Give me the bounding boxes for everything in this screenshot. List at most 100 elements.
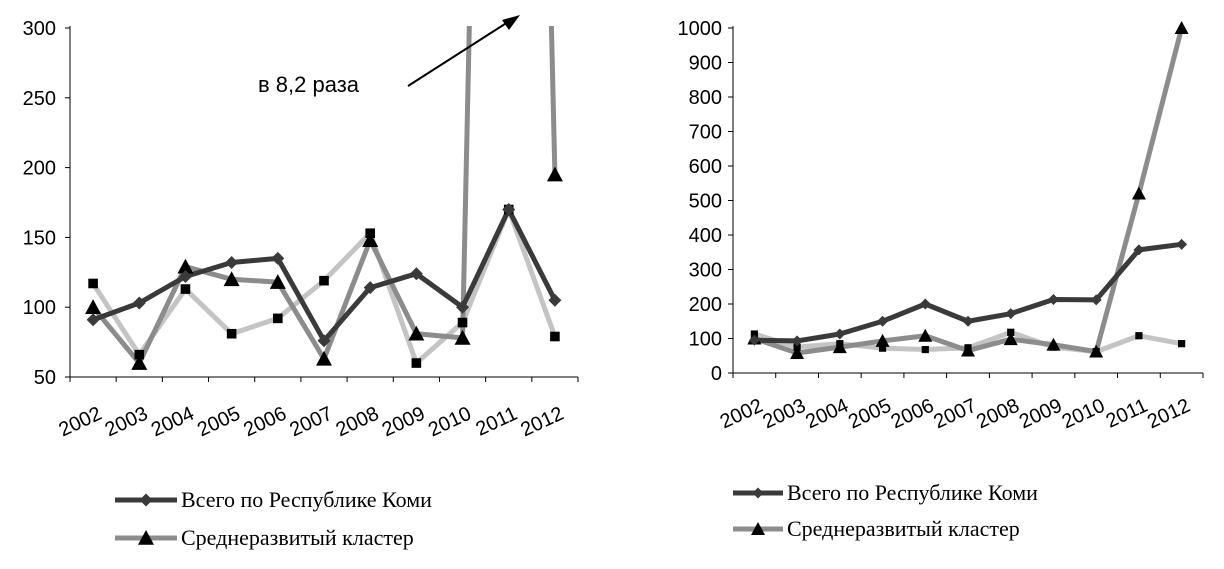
x-tick-label: 2011: [473, 403, 521, 441]
data-point: [832, 340, 847, 354]
y-tick-label: 150: [23, 227, 56, 249]
data-point: [790, 345, 805, 359]
data-point: [319, 275, 329, 286]
y-tick-label: 200: [23, 158, 56, 180]
legend-label: Среднеразвитый кластер: [181, 525, 414, 550]
plot-area: [751, 26, 1185, 356]
data-point: [134, 349, 145, 360]
data-point: [748, 334, 760, 346]
data-point: [1003, 332, 1018, 346]
y-tick-label: 50: [34, 367, 56, 389]
legend-marker: [138, 530, 154, 545]
x-tick-label: 2007: [286, 403, 336, 442]
data-point: [878, 344, 887, 352]
data-point: [131, 355, 148, 370]
data-point: [456, 300, 470, 314]
data-point: [86, 313, 100, 327]
x-tick-label: 2006: [240, 403, 290, 442]
legend-label: Среднеразвитый кластер: [787, 516, 1020, 541]
data-point: [226, 328, 237, 339]
data-point: [273, 313, 283, 324]
data-point: [961, 343, 975, 357]
data-point: [550, 331, 560, 342]
y-tick-label: 600: [689, 156, 722, 178]
data-point: [223, 271, 240, 287]
plot-area: [90, 26, 558, 366]
x-tick-label: 2010: [1059, 395, 1109, 434]
y-tick-label: 700: [689, 122, 722, 144]
data-point: [1090, 294, 1102, 306]
y-tick-label: 100: [23, 297, 56, 319]
data-point: [271, 251, 285, 265]
annotation-arrow: [407, 21, 509, 87]
x-tick-label: 2003: [102, 403, 152, 442]
data-point: [362, 232, 379, 247]
data-point: [1131, 186, 1146, 200]
x-tick-label: 2010: [425, 403, 475, 442]
data-point: [546, 166, 563, 182]
data-point: [921, 345, 929, 354]
data-point: [875, 333, 890, 347]
right-chart: 0100200300400500600700800900100020022003…: [678, 18, 1204, 541]
x-tick-label: 2009: [379, 403, 429, 442]
annotation-text: в 8,2 раза: [258, 72, 360, 97]
data-point: [88, 278, 98, 289]
series-line: [90, 26, 558, 366]
legend-marker: [752, 487, 764, 499]
data-point: [457, 317, 468, 328]
x-tick-label: 2008: [333, 403, 383, 442]
y-tick-label: 800: [689, 87, 722, 109]
data-point: [180, 284, 191, 294]
data-point: [1133, 244, 1145, 256]
data-point: [85, 299, 102, 314]
y-tick-label: 1000: [678, 18, 723, 40]
data-point: [408, 325, 425, 341]
y-tick-label: 200: [689, 294, 722, 316]
data-point: [791, 335, 803, 347]
x-tick-label: 2002: [56, 403, 106, 442]
data-point: [1135, 332, 1143, 340]
data-point: [177, 258, 194, 274]
data-point: [1174, 21, 1189, 34]
legend-label: Всего по Республике Коми: [181, 487, 432, 512]
data-point: [962, 315, 974, 327]
legend-marker: [751, 522, 765, 535]
data-point: [877, 315, 889, 327]
data-point: [269, 274, 286, 289]
data-point: [1089, 344, 1104, 358]
y-tick-label: 0: [711, 363, 722, 385]
y-tick-label: 400: [689, 225, 722, 247]
data-point: [132, 296, 146, 310]
legend-label: Всего по Республике Коми: [787, 480, 1038, 505]
legend-marker: [139, 493, 153, 507]
x-tick-label: 2012: [1144, 395, 1194, 434]
data-point: [502, 202, 516, 216]
y-tick-label: 900: [689, 53, 722, 75]
x-tick-label: 2004: [148, 403, 198, 442]
data-point: [834, 328, 846, 340]
data-point: [548, 293, 562, 307]
data-point: [454, 329, 471, 345]
data-point: [919, 298, 931, 310]
y-tick-label: 250: [23, 88, 56, 110]
data-point: [411, 358, 422, 368]
y-tick-label: 100: [689, 329, 722, 351]
data-point: [363, 281, 377, 295]
data-point: [178, 269, 192, 283]
x-tick-label: 2012: [517, 403, 567, 442]
x-tick-label: 2005: [194, 403, 244, 442]
data-point: [1047, 294, 1059, 306]
y-tick-label: 300: [23, 18, 56, 40]
series-line: [751, 26, 1185, 356]
annotation-arrowhead: [502, 15, 520, 30]
left-chart: 5010015020025030020022003200420052006200…: [23, 15, 579, 550]
data-point: [1046, 337, 1061, 351]
data-point: [1005, 308, 1017, 320]
data-point: [225, 256, 239, 270]
data-point: [316, 350, 332, 366]
y-tick-label: 300: [689, 260, 722, 282]
data-point: [317, 334, 331, 348]
data-point: [1178, 340, 1186, 348]
data-point: [1176, 238, 1188, 250]
